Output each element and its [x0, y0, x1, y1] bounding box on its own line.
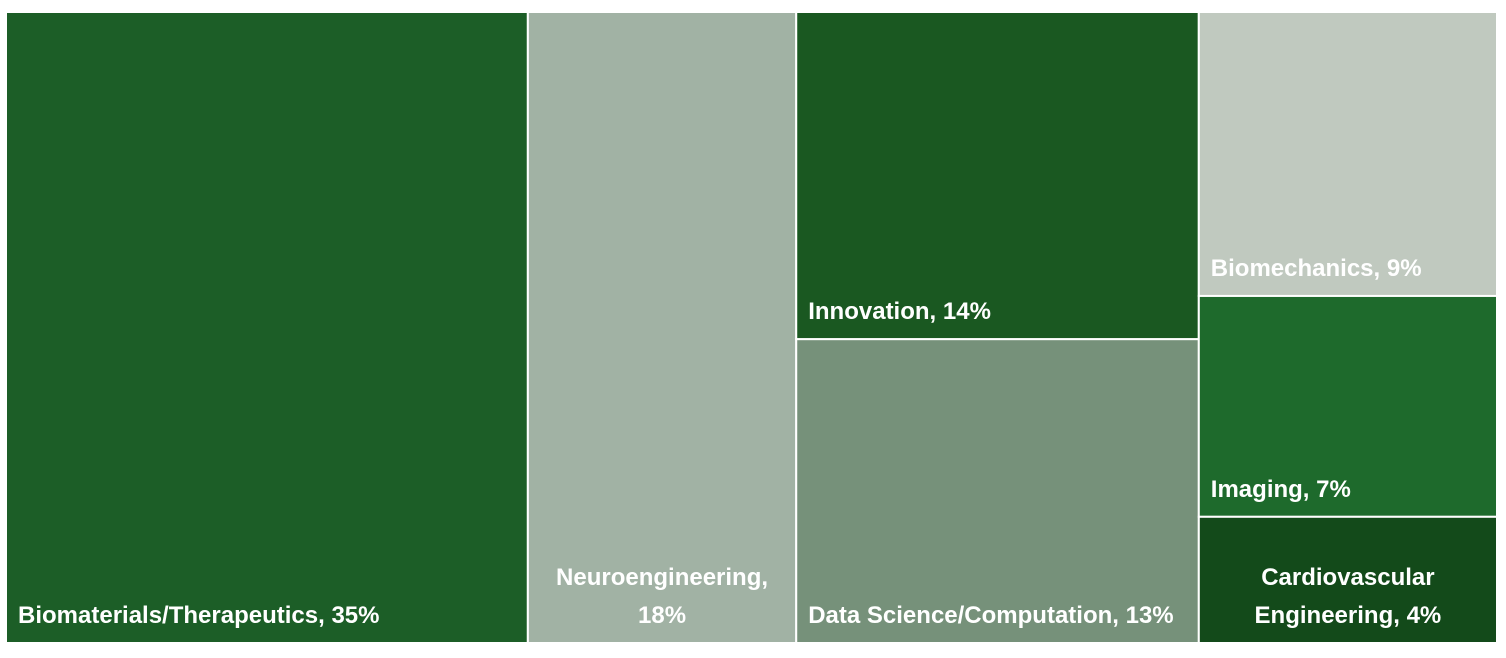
tile-label: Cardiovascular Engineering, 4% [1255, 564, 1442, 629]
tile-label: Innovation, 14% [808, 298, 991, 325]
tile [1197, 11, 1499, 297]
tile [526, 11, 798, 644]
tile [795, 338, 1200, 644]
tile-label: Data Science/Computation, 13% [808, 602, 1173, 629]
tile-label: Neuroengineering, 18% [556, 564, 768, 629]
tile-label: Imaging, 7% [1211, 476, 1351, 503]
tile [795, 11, 1200, 341]
label-line: Innovation, 14% [808, 298, 991, 325]
label-line: Imaging, 7% [1211, 476, 1351, 503]
label-line: Neuroengineering, [556, 564, 768, 591]
label-line: Biomaterials/Therapeutics, 35% [18, 602, 379, 629]
label-line: Cardiovascular [1261, 564, 1434, 591]
tile [1197, 515, 1499, 644]
label-line: Engineering, 4% [1255, 602, 1442, 629]
tile-label: Biomaterials/Therapeutics, 35% [18, 602, 379, 629]
label-line: Biomechanics, 9% [1211, 255, 1422, 282]
tile-label: Biomechanics, 9% [1211, 255, 1422, 282]
label-line: Data Science/Computation, 13% [808, 602, 1173, 629]
tile [5, 11, 529, 644]
label-line: 18% [638, 602, 686, 629]
